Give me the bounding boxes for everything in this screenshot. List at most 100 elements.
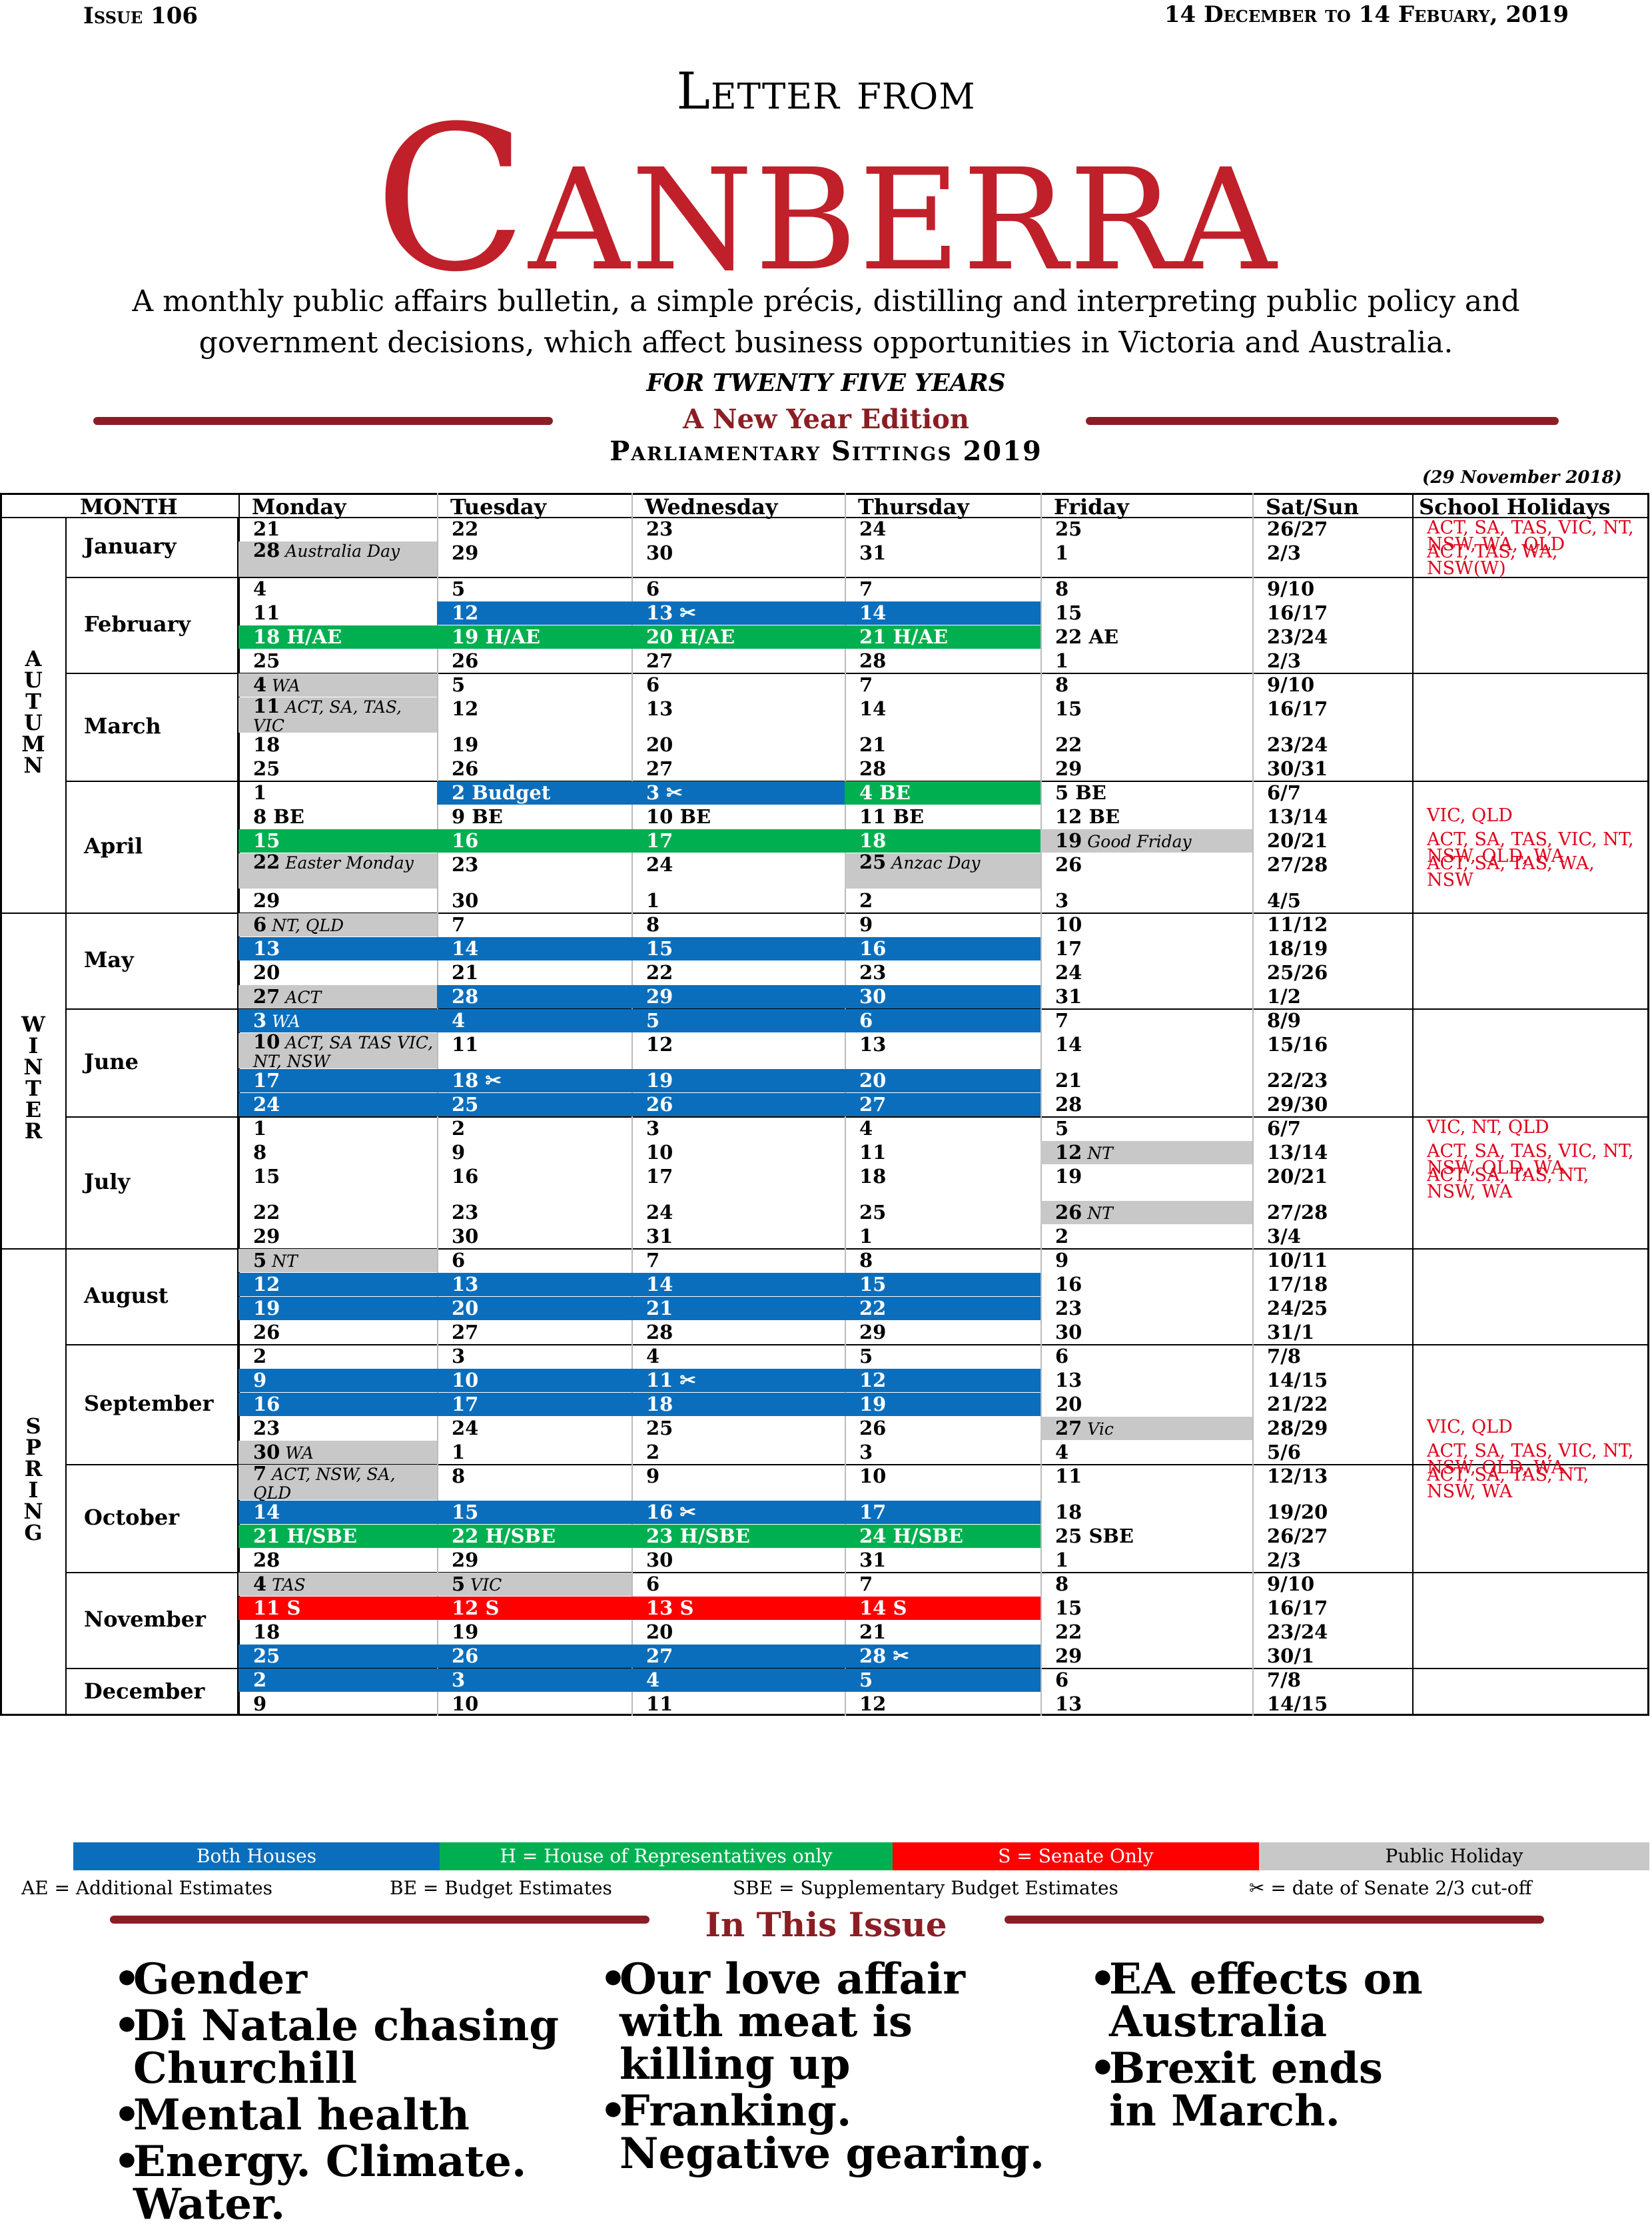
day-cell: 23 H/SBE [631, 1525, 845, 1548]
day-cell: 14 [845, 697, 1040, 733]
day-number: 18 [859, 1165, 887, 1188]
day-cell: 19 H/AE [437, 625, 631, 649]
day-number: 22 AE [1055, 625, 1119, 648]
month-label-february: February [84, 611, 191, 637]
day-cell: 21 [238, 518, 437, 541]
day-number: 21 [859, 1621, 887, 1643]
header-friday: Friday [1054, 494, 1129, 520]
day-cell: 14 [238, 1501, 437, 1524]
day-number: 5 [452, 1573, 466, 1595]
day-cell: 21 [845, 733, 1040, 757]
day-cell: 17 [1040, 937, 1252, 960]
month-label-april: April [84, 833, 143, 859]
day-number: 23/24 [1267, 733, 1328, 756]
day-cell: 27/28 [1252, 853, 1412, 889]
day-number: 15 [646, 937, 673, 960]
day-number: 27 [646, 757, 673, 780]
day-cell: 24 [238, 1093, 437, 1116]
day-cell: 7 [845, 577, 1040, 601]
day-note: Vic [1082, 1419, 1114, 1439]
day-number: 3/4 [1267, 1225, 1301, 1248]
day-note: NT [1082, 1144, 1113, 1163]
day-number: 8 [1055, 577, 1069, 600]
day-number: 6 [646, 577, 660, 600]
day-number: 11 [646, 1692, 673, 1715]
day-cell: 1/2 [1252, 985, 1412, 1008]
day-cell: 5 [437, 673, 631, 697]
day-number: 28/29 [1267, 1417, 1328, 1439]
day-number: 10 [452, 1692, 479, 1715]
day-number: 20 [646, 733, 673, 756]
day-cell: 28 [238, 1549, 437, 1572]
day-cell: 31 [1040, 985, 1252, 1008]
school-holidays: VIC, QLD [1427, 805, 1513, 826]
bullet-icon: • [113, 2137, 141, 2187]
day-cell: 19 [437, 1621, 631, 1644]
day-number: 5 BE [1055, 781, 1106, 804]
day-number: 27/28 [1267, 1201, 1328, 1224]
day-number: 15 [1055, 697, 1082, 720]
day-cell: 7/8 [1252, 1345, 1412, 1368]
day-number: 12 [859, 1369, 887, 1391]
day-cell: 2 Budget [437, 781, 631, 805]
legend-public-holiday: Public Holiday [1259, 1842, 1649, 1870]
day-cell: 27 Vic [1040, 1417, 1252, 1440]
day-cell: 6 [631, 673, 845, 697]
day-cell: 8 [1040, 673, 1252, 697]
month-cell [67, 1572, 238, 1668]
day-cell: 21 [1040, 1069, 1252, 1092]
day-number: 5/6 [1267, 1441, 1301, 1463]
issue-topic-text: Water. [133, 2179, 286, 2229]
day-cell: 7 [437, 913, 631, 936]
day-cell: 2 [238, 1345, 437, 1368]
bullet-icon: • [600, 1954, 627, 2004]
day-number: 14 [859, 601, 887, 624]
day-cell: 14 [845, 601, 1040, 625]
bullet-icon: • [1089, 1954, 1116, 2004]
day-number: 15 [1055, 601, 1082, 624]
day-cell: 16 [845, 937, 1040, 960]
day-note: ACT, NSW, SA, QLD [253, 1465, 396, 1503]
day-cell: 11 [631, 1692, 845, 1716]
issue-topic: •Our love affair with meat is killing up [600, 1958, 1044, 2086]
day-number: 21 [452, 961, 479, 984]
day-number: 28 [253, 539, 280, 561]
day-cell: 3 [437, 1669, 631, 1692]
day-cell: 30 [631, 542, 845, 577]
day-number: 21 [253, 518, 280, 540]
calendar-frame [0, 493, 1649, 1716]
day-number: 30/1 [1267, 1645, 1315, 1667]
day-number: 5 [859, 1345, 873, 1367]
day-cell: 13 [1040, 1369, 1252, 1392]
day-cell: 24 [631, 853, 845, 889]
day-number: 15 [859, 1273, 887, 1296]
day-cell: 25 [437, 1093, 631, 1116]
day-number: 6/7 [1267, 781, 1301, 804]
day-cell: 14 [437, 937, 631, 960]
day-number: 29 [253, 1225, 280, 1248]
day-cell: 5 [845, 1345, 1040, 1368]
day-cell: 13 [1040, 1692, 1252, 1716]
day-number: 5 [452, 577, 466, 600]
day-number: 7 [859, 1573, 873, 1595]
issue-topic-text: Franking. [620, 2086, 852, 2136]
day-number: 11 S [253, 1597, 301, 1619]
day-note: Easter Monday [280, 853, 414, 873]
day-number: 24 [646, 1201, 673, 1224]
day-number: 1 [1055, 542, 1069, 564]
day-number: 10 [452, 1369, 479, 1391]
day-number: 11 BE [859, 805, 925, 828]
day-cell: 9 [238, 1692, 437, 1716]
day-cell: 31 [631, 1225, 845, 1248]
month-label-march: March [84, 713, 161, 739]
school-holidays: ACT, SA, TAS, VIC, NT, NSW, QLD, WA [1427, 1441, 1634, 1478]
header-divider [0, 517, 1649, 518]
day-number: 22 [253, 851, 280, 873]
day-cell: 18 [631, 1393, 845, 1416]
day-number: 12 [859, 1692, 887, 1715]
day-cell: 28 [631, 1321, 845, 1344]
day-cell: 15 [1040, 601, 1252, 625]
day-number: 23 [859, 961, 887, 984]
